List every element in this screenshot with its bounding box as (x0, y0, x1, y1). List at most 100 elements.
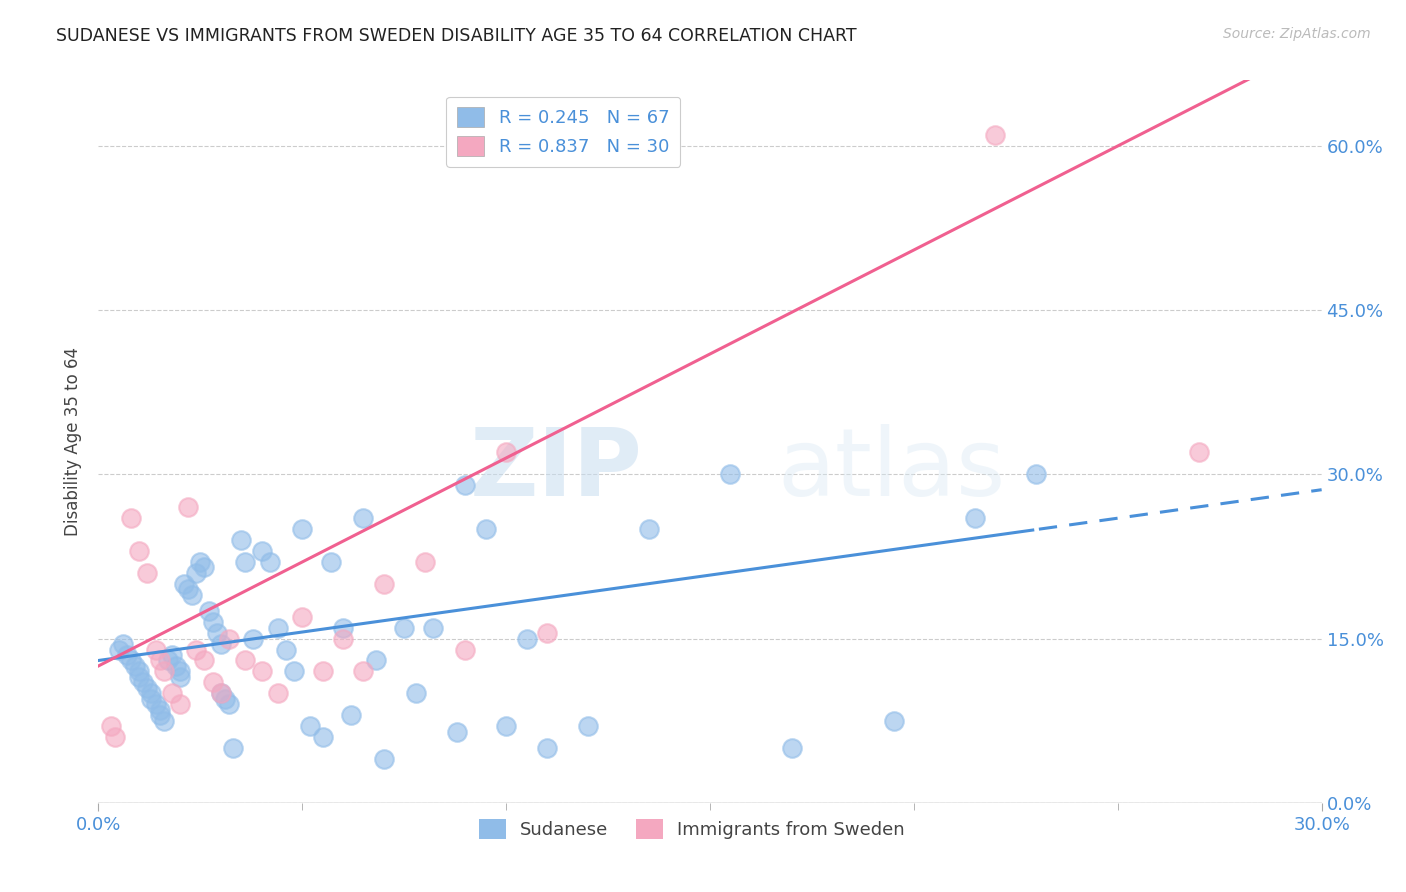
Point (152, 665, 174, 679)
Point (352, 511, 374, 525)
Point (169, 698, 191, 712)
Point (231, 533, 253, 547)
Point (474, 522, 498, 536)
Point (120, 511, 142, 525)
Point (186, 642, 208, 657)
Point (446, 724, 468, 739)
Point (160, 686, 183, 700)
Point (205, 626, 228, 640)
Point (392, 621, 416, 635)
Point (267, 621, 290, 635)
Point (201, 675, 224, 690)
Point (100, 719, 122, 733)
Point (124, 659, 146, 673)
Point (274, 642, 297, 657)
Point (149, 708, 172, 723)
Text: ZIP: ZIP (470, 425, 643, 516)
Point (536, 626, 558, 640)
Point (536, 741, 558, 756)
Point (165, 659, 187, 673)
Point (516, 632, 538, 646)
Point (209, 637, 232, 651)
Point (1025, 467, 1047, 482)
Point (141, 686, 163, 700)
Point (169, 665, 191, 679)
Point (209, 686, 232, 700)
Point (177, 500, 200, 515)
Point (495, 719, 517, 733)
Point (883, 714, 905, 728)
Point (181, 588, 204, 602)
Point (115, 648, 138, 662)
Point (373, 577, 395, 591)
Point (136, 566, 159, 580)
Point (495, 445, 517, 459)
Point (250, 544, 273, 558)
Point (132, 675, 155, 690)
Point (233, 653, 256, 667)
Point (332, 632, 354, 646)
Point (332, 621, 354, 635)
Point (209, 686, 232, 700)
Point (233, 555, 256, 569)
Point (152, 714, 174, 728)
Point (104, 730, 127, 744)
Point (259, 555, 281, 569)
Text: Source: ZipAtlas.com: Source: ZipAtlas.com (1223, 27, 1371, 41)
Point (283, 665, 305, 679)
Point (780, 741, 803, 756)
Point (136, 681, 159, 695)
Point (214, 691, 236, 706)
Point (299, 719, 322, 733)
Point (454, 478, 477, 492)
Point (250, 665, 273, 679)
Point (120, 653, 142, 667)
Point (149, 703, 172, 717)
Point (169, 670, 191, 684)
Point (340, 708, 363, 723)
Legend: Sudanese, Immigrants from Sweden: Sudanese, Immigrants from Sweden (470, 810, 914, 848)
Point (186, 566, 208, 580)
Point (965, 511, 987, 525)
Point (291, 522, 314, 536)
Point (201, 615, 224, 630)
Point (128, 670, 150, 684)
Point (218, 632, 240, 646)
Point (454, 642, 477, 657)
Point (193, 560, 215, 574)
Point (111, 637, 134, 651)
Point (242, 632, 264, 646)
Point (718, 467, 742, 482)
Point (576, 719, 599, 733)
Point (312, 665, 335, 679)
Point (156, 653, 179, 667)
Point (405, 686, 427, 700)
Point (177, 582, 200, 597)
Point (141, 691, 163, 706)
Point (422, 621, 444, 635)
Point (128, 544, 150, 558)
Point (128, 665, 150, 679)
Point (222, 741, 245, 756)
Point (267, 686, 290, 700)
Point (637, 522, 661, 536)
Point (193, 653, 215, 667)
Text: atlas: atlas (778, 425, 1005, 516)
Point (984, 128, 1007, 142)
Text: SUDANESE VS IMMIGRANTS FROM SWEDEN DISABILITY AGE 35 TO 64 CORRELATION CHART: SUDANESE VS IMMIGRANTS FROM SWEDEN DISAB… (56, 27, 856, 45)
Point (160, 648, 183, 662)
Point (173, 577, 195, 591)
Point (1188, 445, 1211, 459)
Point (364, 653, 387, 667)
Point (352, 665, 374, 679)
Point (319, 555, 342, 569)
Point (188, 555, 212, 569)
Point (413, 555, 436, 569)
Point (145, 642, 167, 657)
Point (291, 609, 314, 624)
Point (373, 752, 395, 766)
Point (312, 730, 335, 744)
Y-axis label: Disability Age 35 to 64: Disability Age 35 to 64 (65, 347, 83, 536)
Point (145, 698, 167, 712)
Point (149, 653, 172, 667)
